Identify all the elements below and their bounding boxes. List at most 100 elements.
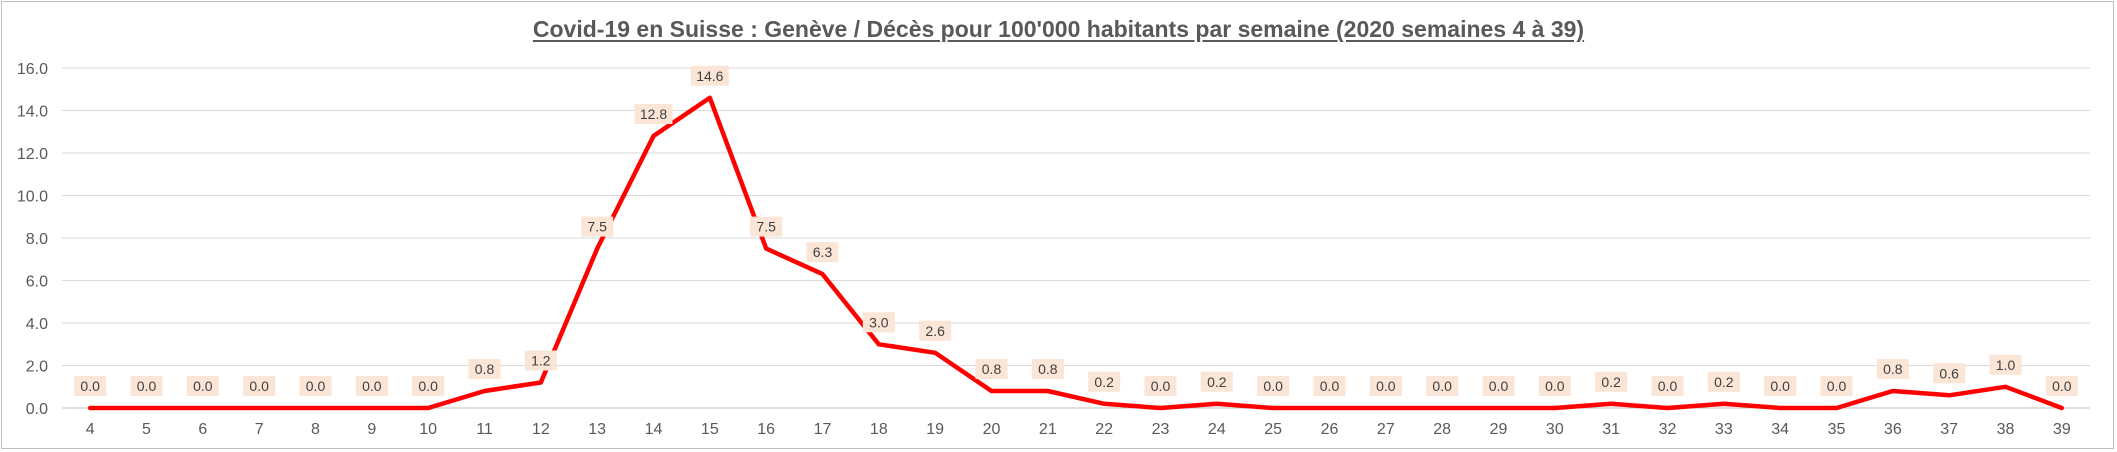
x-tick-label: 33 <box>1715 421 1733 438</box>
data-label: 0.0 <box>193 378 213 394</box>
data-label: 0.0 <box>1320 378 1340 394</box>
data-label-box <box>524 350 557 371</box>
data-label: 0.0 <box>1151 378 1171 394</box>
y-tick-label: 14.0 <box>17 104 48 121</box>
data-label: 0.0 <box>1545 378 1565 394</box>
data-label: 12.8 <box>640 106 667 122</box>
x-tick-label: 14 <box>645 421 663 438</box>
data-label: 0.0 <box>306 378 326 394</box>
x-tick-label: 36 <box>1884 421 1902 438</box>
data-label: 0.0 <box>1658 378 1678 394</box>
data-label: 0.2 <box>1601 374 1621 390</box>
data-label: 0.8 <box>982 361 1002 377</box>
data-label: 7.5 <box>587 219 607 235</box>
y-tick-label: 10.0 <box>17 189 48 206</box>
data-label-box <box>1144 376 1177 396</box>
data-label-box <box>750 216 783 237</box>
x-tick-label: 17 <box>814 421 832 438</box>
data-label-box <box>243 376 276 396</box>
data-label-box <box>130 376 163 396</box>
x-tick-label: 11 <box>476 421 493 438</box>
data-label-box <box>1369 376 1402 396</box>
data-label-box <box>690 65 729 86</box>
x-tick-label: 30 <box>1546 421 1564 438</box>
data-label: 1.2 <box>531 353 551 369</box>
data-label: 0.0 <box>2052 378 2072 394</box>
x-tick-label: 6 <box>198 421 207 438</box>
x-tick-label: 37 <box>1940 421 1958 438</box>
data-label-box <box>1426 376 1459 396</box>
x-tick-label: 23 <box>1152 421 1170 438</box>
data-label-box <box>862 312 895 333</box>
data-label: 0.2 <box>1207 374 1227 390</box>
data-label: 0.2 <box>1714 374 1734 390</box>
data-label-box <box>1088 371 1121 392</box>
data-label-box <box>581 216 614 237</box>
data-label-box <box>412 376 445 396</box>
x-tick-label: 4 <box>86 421 95 438</box>
x-tick-label: 35 <box>1828 421 1846 438</box>
y-tick-label: 6.0 <box>26 274 48 291</box>
data-label: 0.0 <box>362 378 382 394</box>
data-label-box <box>634 104 673 124</box>
data-label-box <box>1820 376 1853 396</box>
data-label-box <box>1031 359 1064 379</box>
x-tick-label: 25 <box>1264 421 1282 438</box>
data-label-box <box>468 359 501 379</box>
x-tick-label: 22 <box>1095 421 1113 438</box>
x-tick-label: 20 <box>983 421 1001 438</box>
x-tick-label: 19 <box>926 421 944 438</box>
data-label-box <box>1538 376 1571 396</box>
x-tick-label: 7 <box>255 421 264 438</box>
data-label: 6.3 <box>813 244 833 260</box>
data-label: 0.0 <box>1263 378 1283 394</box>
x-tick-label: 18 <box>870 421 888 438</box>
x-tick-label: 21 <box>1039 421 1057 438</box>
data-label-box <box>1707 371 1740 392</box>
data-label-box <box>1651 376 1684 396</box>
x-tick-label: 39 <box>2053 421 2071 438</box>
data-label-box <box>975 359 1008 379</box>
data-label: 0.0 <box>137 378 157 394</box>
data-label-box <box>1313 376 1346 396</box>
y-tick-label: 16.0 <box>17 61 48 78</box>
data-label: 2.6 <box>925 323 945 339</box>
x-tick-label: 10 <box>419 421 437 438</box>
data-label-box <box>299 376 332 396</box>
data-label-box <box>1200 371 1233 392</box>
data-label-box <box>1764 376 1797 396</box>
data-label: 0.0 <box>1770 378 1790 394</box>
x-tick-label: 34 <box>1771 421 1789 438</box>
chart-title: Covid-19 en Suisse : Genève / Décès pour… <box>532 16 1585 42</box>
y-tick-label: 8.0 <box>26 231 48 248</box>
y-tick-label: 0.0 <box>26 401 48 418</box>
data-label-box <box>2045 376 2078 396</box>
data-label-box <box>806 242 839 263</box>
x-tick-label: 38 <box>1997 421 2015 438</box>
x-tick-label: 9 <box>367 421 376 438</box>
series-line <box>87 95 2065 411</box>
x-tick-label: 29 <box>1490 421 1508 438</box>
data-label-box <box>1595 371 1628 392</box>
data-label: 1.0 <box>1996 357 2016 373</box>
x-tick-label: 5 <box>142 421 151 438</box>
data-label: 0.0 <box>80 378 100 394</box>
x-tick-label: 28 <box>1433 421 1451 438</box>
data-label: 0.0 <box>1827 378 1847 394</box>
x-tick-label: 15 <box>701 421 719 438</box>
data-label: 0.0 <box>1489 378 1509 394</box>
x-tick-label: 16 <box>757 421 775 438</box>
y-tick-label: 12.0 <box>17 146 48 163</box>
data-label: 0.0 <box>1432 378 1452 394</box>
y-tick-label: 4.0 <box>26 316 48 333</box>
x-tick-label: 24 <box>1208 421 1226 438</box>
data-label-box <box>186 376 219 396</box>
data-label: 14.6 <box>696 68 723 84</box>
data-label: 0.8 <box>475 361 495 377</box>
y-axis: 0.0 2.0 4.0 6.0 8.0 10.0 12.0 14.0 16.0 <box>17 61 48 418</box>
gridlines <box>62 67 2090 409</box>
data-label: 0.8 <box>1883 361 1903 377</box>
data-label-box <box>74 376 107 396</box>
data-label: 3.0 <box>869 314 889 330</box>
